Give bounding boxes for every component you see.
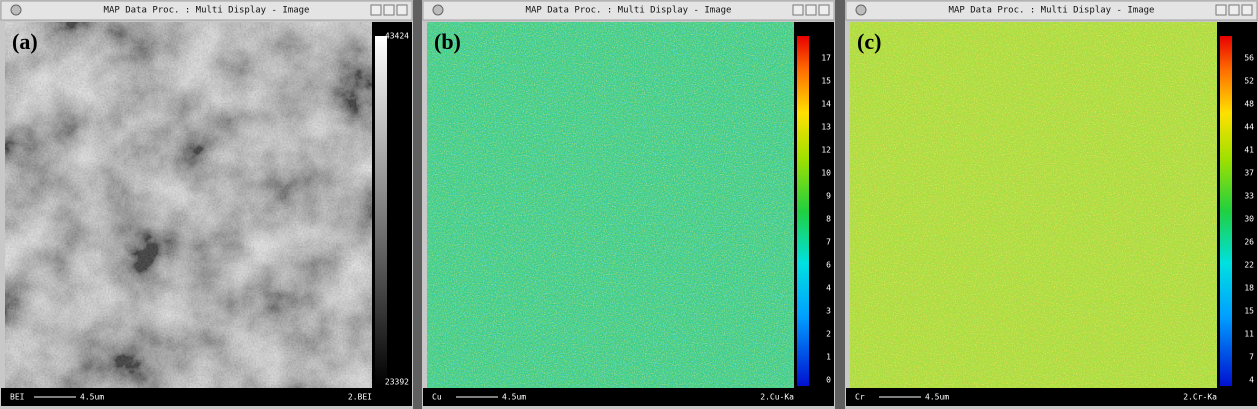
scale-label: 44 — [1244, 123, 1254, 132]
panel-label: (c) — [857, 29, 881, 54]
scale-label: 48 — [1244, 100, 1254, 109]
footer-signal: BEI — [10, 393, 25, 402]
window-button[interactable] — [383, 4, 395, 16]
scale-label: 56 — [1244, 54, 1254, 63]
scale-label: 1 — [826, 353, 831, 362]
footer-bar — [846, 388, 1257, 406]
scale-label: 22 — [1244, 261, 1254, 270]
footer-signal: Cr — [855, 393, 865, 402]
scale-label: 15 — [1244, 307, 1254, 316]
window-title: MAP Data Proc. : Multi Display - Image — [949, 6, 1155, 16]
footer-bar — [1, 388, 412, 406]
scale-label: 9 — [826, 192, 831, 201]
scale-label: 12 — [821, 146, 831, 155]
scale-bar-text: 4.5um — [502, 393, 526, 402]
scale-label: 26 — [1244, 238, 1254, 247]
scale-label: 18 — [1244, 284, 1254, 293]
scale-label: 13 — [821, 123, 831, 132]
map-texture — [427, 22, 794, 388]
map-texture — [5, 22, 372, 388]
footer-bar — [423, 388, 834, 406]
window-button[interactable] — [1228, 4, 1240, 16]
scale-label: 33 — [1244, 192, 1254, 201]
scale-label: 52 — [1244, 77, 1254, 86]
scale-label: 15 — [821, 77, 831, 86]
title-bar — [422, 0, 835, 21]
scale-label: 11 — [1244, 330, 1254, 339]
title-bar — [0, 0, 413, 21]
window-icon — [10, 4, 22, 16]
panel-label: (a) — [12, 29, 38, 54]
window: MAP Data Proc. : Multi Display - Image (b… — [422, 0, 835, 409]
scale-label: 14 — [821, 100, 831, 109]
scale-label: 4 — [1249, 376, 1254, 385]
window-button[interactable] — [1215, 4, 1227, 16]
window-button[interactable] — [1241, 4, 1253, 16]
window-button[interactable] — [396, 4, 408, 16]
window-title: MAP Data Proc. : Multi Display - Image — [526, 6, 732, 16]
scale-label: 6 — [826, 261, 831, 270]
window-icon — [432, 4, 444, 16]
scale-label: 37 — [1244, 169, 1254, 178]
title-bar — [845, 0, 1258, 21]
scale-bar-text: 4.5um — [925, 393, 949, 402]
color-bar — [1220, 36, 1232, 386]
color-bar — [797, 36, 809, 386]
window-button[interactable] — [818, 4, 830, 16]
scale-label: 30 — [1244, 215, 1254, 224]
scale-label: 17 — [821, 54, 831, 63]
window-icon — [855, 4, 867, 16]
window: MAP Data Proc. : Multi Display - Image (c… — [845, 0, 1258, 409]
window-button[interactable] — [370, 4, 382, 16]
scale-label: 2 — [826, 330, 831, 339]
scale-label: 3 — [826, 307, 831, 316]
window-button[interactable] — [792, 4, 804, 16]
footer-signal: Cu — [432, 393, 442, 402]
scale-bar-text: 4.5um — [80, 393, 104, 402]
scale-label: 0 — [826, 376, 831, 385]
scale-label: 7 — [826, 238, 831, 247]
panel-label: (b) — [434, 29, 461, 54]
window-button[interactable] — [805, 4, 817, 16]
map-texture — [850, 22, 1217, 388]
color-bar — [375, 36, 387, 386]
scale-label: 23392 — [385, 378, 409, 387]
scale-label: 10 — [821, 169, 831, 178]
scale-label: 4 — [826, 284, 831, 293]
scale-label: 41 — [1244, 146, 1254, 155]
scale-label: 43424 — [385, 32, 409, 41]
footer-channel: 2.BEI — [348, 393, 372, 402]
scale-label: 8 — [826, 215, 831, 224]
window-title: MAP Data Proc. : Multi Display - Image — [104, 6, 310, 16]
footer-channel: 2.Cr-Ka — [1183, 393, 1217, 402]
window: MAP Data Proc. : Multi Display - Image (a… — [0, 0, 413, 409]
scale-label: 7 — [1249, 353, 1254, 362]
footer-channel: 2.Cu-Ka — [760, 393, 794, 402]
